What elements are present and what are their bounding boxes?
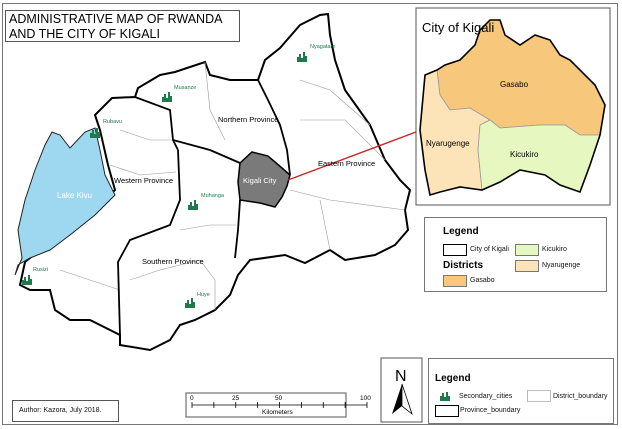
label-nyarugenge: Nyarugenge	[426, 139, 470, 148]
label-lake-kivu: Lake Kivu	[57, 191, 92, 200]
label-gasabo: Gasabo	[500, 80, 529, 89]
secondary-cities: Nyagatare Musanze Rubavu Muhanga Rusizi Huye	[22, 44, 335, 308]
districts-heading: Districts	[443, 260, 484, 271]
legend-province-boundary: Province_boundary	[460, 407, 521, 414]
scale-ticks	[191, 402, 368, 408]
swatch-province-boundary	[435, 405, 459, 417]
province-boundary	[172, 139, 241, 164]
label-kigali-city: Kigali City	[243, 176, 277, 185]
secondary-city-icon	[185, 298, 195, 308]
lake-kivu	[14, 127, 116, 276]
district-boundary	[109, 164, 177, 176]
district-boundary	[129, 259, 201, 281]
inset-legend-heading: Legend	[443, 226, 479, 237]
title-line-1: ADMINISTRATIVE MAP OF RWANDA	[9, 12, 223, 26]
scale-25: 25	[232, 395, 240, 402]
city-label-rusizi: Rusizi	[33, 267, 48, 273]
district-boundary	[204, 61, 226, 141]
district-boundary	[179, 224, 236, 231]
label-western-province: Western Province	[114, 176, 173, 185]
swatch-city-of-kigali	[443, 244, 467, 256]
map-frame	[2, 3, 618, 425]
label-eastern-province: Eastern Province	[318, 159, 375, 168]
district-boundary	[300, 119, 386, 161]
district-lines	[59, 61, 406, 310]
title-line-2: AND THE CITY OF KIGALI	[9, 27, 160, 41]
kigali-city-region	[237, 151, 291, 208]
legend-secondary-cities: Secondary_cities	[459, 393, 513, 400]
inset-legend: Legend City of Kigali Districts Gasabo K…	[424, 217, 607, 292]
city-label-nyagatare: Nyagatare	[310, 44, 335, 50]
author-box: Author: Kazora, July 2018.	[12, 400, 119, 422]
scale-0: 0	[190, 395, 194, 402]
secondary-city-icon	[297, 52, 307, 62]
north-label: N	[395, 368, 407, 385]
district-boundary	[199, 259, 216, 310]
legend-heading: Legend	[435, 373, 471, 384]
city-label-musanze: Musanze	[174, 85, 196, 91]
label-kicukiro: Kicukiro	[510, 150, 539, 159]
swatch-district-boundary	[527, 390, 551, 402]
legend-city-of-kigali: City of Kigali	[470, 246, 509, 253]
district-boundary	[119, 129, 173, 141]
district-boundary	[59, 269, 121, 291]
legend-gasabo: Gasabo	[470, 277, 495, 284]
author-credit: Author: Kazora, July 2018.	[19, 407, 102, 414]
scale-50: 50	[275, 395, 283, 402]
province-boundary	[117, 149, 181, 336]
city-of-kigali-outline	[419, 19, 606, 197]
district-boundary	[299, 79, 371, 126]
city-label-muhanga: Muhanga	[201, 193, 225, 199]
label-northern-province: Northern Province	[218, 115, 278, 124]
secondary-city-icon	[90, 128, 100, 138]
swatch-gasabo	[443, 275, 467, 287]
district-boundary	[289, 189, 406, 211]
north-arrow-icon-half	[401, 383, 413, 416]
secondary-city-icon	[440, 392, 450, 401]
city-label-rubavu: Rubavu	[103, 119, 122, 125]
legend-nyarugenge: Nyarugenge	[542, 262, 581, 269]
province-boundary	[257, 79, 291, 176]
main-legend: Legend Secondary_cities District_boundar…	[428, 358, 614, 424]
province-boundary	[234, 199, 241, 259]
swatch-nyarugenge	[515, 260, 539, 272]
secondary-city-icon	[22, 275, 32, 285]
scale-unit: Kilometers	[262, 409, 293, 416]
swatch-kicukiro	[515, 244, 539, 256]
district-boundary	[319, 199, 331, 251]
scale-100: 100	[360, 395, 371, 402]
province-boundary	[134, 96, 179, 151]
province-boundaries	[117, 79, 291, 336]
legend-kicukiro: Kicukiro	[542, 246, 567, 253]
connector-line	[287, 122, 441, 181]
label-southern-province: Southern Province	[142, 257, 204, 266]
secondary-city-icon	[162, 92, 172, 102]
inset-title: City of Kigali	[422, 20, 494, 35]
map-title: ADMINISTRATIVE MAP OF RWANDA AND THE CIT…	[5, 10, 240, 42]
city-label-huye: Huye	[197, 292, 210, 298]
north-arrow-icon	[392, 384, 402, 414]
secondary-city-icon	[188, 200, 198, 210]
legend-district-boundary: District_boundary	[553, 393, 608, 400]
